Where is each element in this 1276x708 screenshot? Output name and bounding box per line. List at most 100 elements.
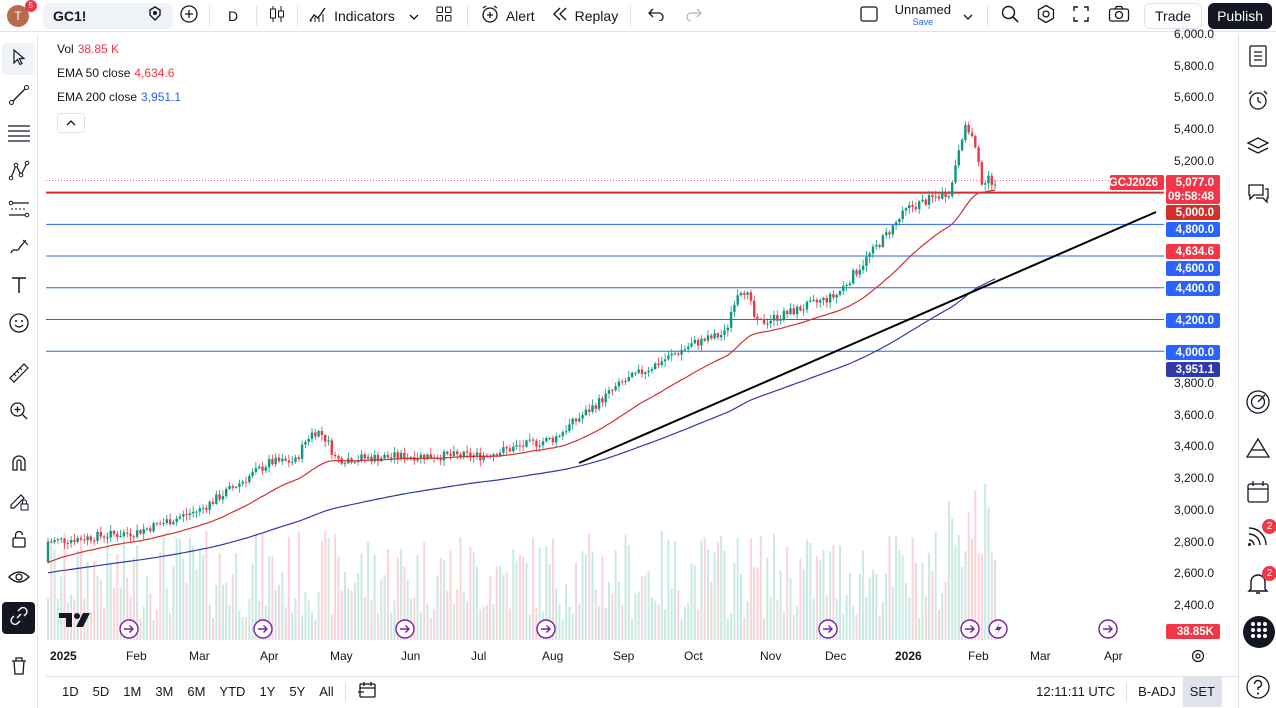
- event-marker[interactable]: [120, 620, 138, 638]
- dividend-marker[interactable]: [989, 620, 1007, 638]
- time-axis[interactable]: 2025 Feb Mar Apr May Jun Jul Aug Sep Oct Nov Dec 202…: [46, 644, 1238, 670]
- candle: [387, 451, 389, 458]
- chart-type-button[interactable]: [261, 0, 293, 32]
- volume-bar: [295, 598, 297, 640]
- level-4000-label[interactable]: 4,000.0: [1166, 345, 1220, 360]
- help-button[interactable]: [1243, 674, 1273, 704]
- settings-button[interactable]: [1028, 0, 1064, 32]
- brush-tool[interactable]: [2, 233, 35, 265]
- add-symbol-button[interactable]: [173, 0, 205, 32]
- clock[interactable]: 12:11:11 UTC: [1029, 684, 1122, 699]
- event-marker[interactable]: [537, 620, 555, 638]
- object-tree-button[interactable]: [1243, 134, 1273, 164]
- watchlist-button[interactable]: [1243, 43, 1273, 73]
- range-button-6m[interactable]: 6M: [180, 684, 212, 699]
- event-marker[interactable]: [396, 620, 414, 638]
- cursor-tool[interactable]: [2, 43, 35, 75]
- publish-button[interactable]: Publish: [1208, 3, 1272, 29]
- chats-button[interactable]: [1243, 180, 1273, 210]
- stay-in-drawing-tool[interactable]: [2, 487, 35, 519]
- level-4200-label[interactable]: 4,200.0: [1166, 313, 1220, 328]
- countdown-label[interactable]: 09:58:48: [1166, 189, 1220, 204]
- redo-button[interactable]: [677, 0, 711, 32]
- candle: [152, 522, 154, 533]
- templates-button[interactable]: [425, 0, 463, 32]
- layout-name-button[interactable]: Unnamed Save: [885, 0, 983, 32]
- trade-button[interactable]: Trade: [1144, 3, 1202, 29]
- event-marker[interactable]: [254, 620, 272, 638]
- candle-body: [331, 440, 333, 454]
- event-marker[interactable]: [1099, 620, 1117, 638]
- session-toggle[interactable]: SET: [1183, 677, 1222, 707]
- ema50-price-label[interactable]: 4,634.6: [1166, 244, 1220, 259]
- fib-tool[interactable]: [2, 119, 35, 151]
- range-button-all[interactable]: All: [312, 684, 340, 699]
- legend-ema200[interactable]: EMA 200 close 3,951.1: [57, 90, 181, 104]
- price-chart[interactable]: [46, 34, 1164, 644]
- alert-button[interactable]: Alert: [472, 0, 543, 32]
- remove-drawings-tool[interactable]: [2, 652, 35, 684]
- range-button-3m[interactable]: 3M: [148, 684, 180, 699]
- hotlists-button[interactable]: [1243, 389, 1273, 419]
- event-marker[interactable]: [819, 620, 837, 638]
- layout-checkbox[interactable]: [853, 0, 885, 32]
- trendline-tool[interactable]: [2, 81, 35, 113]
- lock-drawings-tool[interactable]: [2, 525, 35, 557]
- emoji-tool[interactable]: [2, 309, 35, 341]
- magnet-tool[interactable]: [2, 449, 35, 481]
- products-button[interactable]: [1243, 616, 1275, 648]
- level-4400-label[interactable]: 4,400.0: [1166, 281, 1220, 296]
- symbol-tag-label[interactable]: GCJ2026: [1110, 175, 1164, 190]
- chevron-down-icon[interactable]: [409, 8, 419, 24]
- ideas-button[interactable]: [1243, 435, 1273, 465]
- trendline[interactable]: [579, 212, 1156, 463]
- alerts-button[interactable]: [1243, 87, 1273, 117]
- measure-tool[interactable]: [2, 359, 35, 391]
- level-5000-label[interactable]: 5,000.0: [1166, 205, 1220, 220]
- last-price-label[interactable]: 5,077.0: [1166, 175, 1220, 190]
- replay-button[interactable]: Replay: [543, 0, 627, 32]
- sync-drawings-tool[interactable]: [2, 602, 35, 634]
- interval-button[interactable]: D: [214, 0, 252, 32]
- range-button-1m[interactable]: 1M: [116, 684, 148, 699]
- range-button-5d[interactable]: 5D: [86, 684, 117, 699]
- range-button-1d[interactable]: 1D: [55, 684, 86, 699]
- axis-settings-button[interactable]: [1190, 648, 1206, 669]
- go-to-date-button[interactable]: [350, 681, 384, 702]
- stream-button[interactable]: 2: [1243, 523, 1273, 553]
- fullscreen-button[interactable]: [1064, 0, 1098, 32]
- legend-volume[interactable]: Vol 38.85 K: [57, 42, 119, 56]
- forecast-tool[interactable]: [2, 195, 35, 227]
- candle: [542, 438, 544, 450]
- volume-bar: [436, 575, 438, 640]
- notifications-button[interactable]: 2: [1243, 570, 1273, 600]
- volume-bar: [308, 601, 310, 640]
- level-4800-label[interactable]: 4,800.0: [1166, 222, 1220, 237]
- range-button-5y[interactable]: 5Y: [282, 684, 312, 699]
- ema200-price-label[interactable]: 3,951.1: [1166, 362, 1220, 377]
- legend-collapse-button[interactable]: [57, 113, 85, 133]
- badj-toggle[interactable]: B-ADJ: [1131, 684, 1183, 699]
- undo-button[interactable]: [635, 0, 677, 32]
- range-button-ytd[interactable]: YTD: [212, 684, 252, 699]
- level-4600-label[interactable]: 4,600.0: [1166, 261, 1220, 276]
- symbol-search[interactable]: GC1!: [43, 3, 173, 29]
- chevron-down-icon[interactable]: [963, 8, 973, 24]
- volume-price-label[interactable]: 38.85K: [1166, 624, 1220, 639]
- indicators-button[interactable]: Indicators: [302, 0, 425, 32]
- user-avatar[interactable]: T 5: [7, 5, 29, 27]
- range-button-1y[interactable]: 1Y: [252, 684, 282, 699]
- text-tool[interactable]: [2, 271, 35, 303]
- legend-ema50[interactable]: EMA 50 close 4,634.6: [57, 66, 174, 80]
- zoom-tool[interactable]: [2, 397, 35, 429]
- tradingview-logo[interactable]: [58, 611, 92, 634]
- price-axis[interactable]: 6,000.0 5,800.0 5,600.0 5,400.0 5,200.0 3,800…: [1164, 34, 1238, 644]
- price-tick-label: 3,800.0: [1164, 376, 1214, 390]
- snapshot-button[interactable]: [1098, 0, 1140, 32]
- pattern-tool[interactable]: [2, 157, 35, 189]
- event-marker[interactable]: [961, 620, 979, 638]
- calendar-button[interactable]: [1243, 479, 1273, 509]
- hide-drawings-tool[interactable]: [2, 563, 35, 595]
- quick-search-button[interactable]: [992, 0, 1028, 32]
- candle-body: [799, 307, 801, 311]
